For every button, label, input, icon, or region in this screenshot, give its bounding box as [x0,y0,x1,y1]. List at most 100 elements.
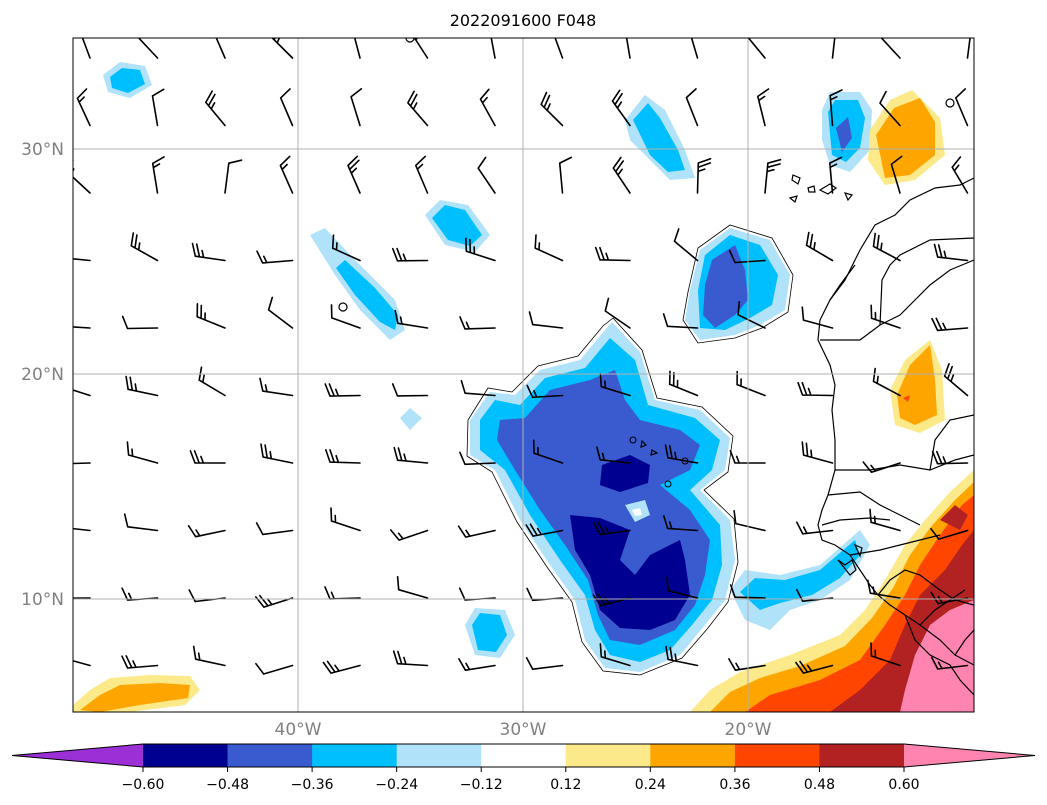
colorbar-segment [227,744,313,767]
wind-barb [690,38,699,59]
wind-barb [764,158,782,194]
wind-barb [797,381,834,397]
wind-barb [540,91,564,127]
contour-small-circle [629,436,637,444]
wind-barb [869,508,901,532]
contour-small-circle [405,38,415,43]
negative-anomaly-diagonal [310,228,405,340]
wind-barb [867,579,901,599]
wind-barb [558,156,573,194]
wind-barb [260,443,294,464]
wind-barb [534,234,564,262]
wind-barb [459,316,496,330]
wind-barb [256,250,294,264]
wind-barb [279,88,294,127]
wind-barb [187,525,226,538]
wind-barb [255,522,294,536]
wind-barb [757,88,770,127]
colorbar-segment [819,744,905,767]
wind-barb [76,88,91,127]
wind-barb [331,234,361,262]
wind-barb [465,237,496,262]
wind-barb [255,662,294,675]
positive-anomaly-southwest [73,675,200,712]
wind-barb [733,510,766,532]
wind-barb [525,657,564,670]
wind-barb [930,656,969,670]
wind-barb [872,367,901,397]
negative-anomaly-east [730,530,870,630]
wind-barb [625,38,631,59]
lat-label-30n: 30°N [21,140,64,160]
wind-barb [729,584,766,599]
wind-barb [255,594,294,608]
wind-barb [870,642,901,667]
colorbar-segment [481,744,567,767]
negative-anomaly-blob-25n [685,228,790,340]
lon-label-40w: 40°W [275,720,322,740]
wind-barb [596,446,631,464]
wind-barb [490,38,496,59]
colorbar-label: −0.36 [291,777,334,793]
wind-barb [604,297,631,329]
contour-small-circle [945,98,955,108]
positive-anomaly-west-africa [890,340,945,433]
lon-label-20w: 20°W [725,720,772,740]
wind-barb [662,313,699,329]
wind-barb [532,439,564,464]
negative-anomaly-blob-sw [465,608,515,658]
wind-barb [271,38,294,59]
wind-barb [350,88,363,127]
negative-anomaly-dot [400,408,422,430]
colorbar-segment [143,744,229,767]
colorbar: −0.60 −0.48 −0.36 −0.24 −0.12 0.12 0.24 … [11,743,1036,793]
wind-barb [955,88,969,127]
wind-barb [554,38,564,59]
wind-barb [728,658,766,671]
wind-barb [192,645,226,667]
wind-barb [73,659,91,667]
negative-anomaly-blob-30n-east [822,92,872,172]
wind-barb [73,597,91,599]
wind-barb [747,38,766,59]
contour-outline-central [466,317,739,676]
wind-barb [673,228,699,262]
wind-barb [137,38,159,59]
wind-barb [528,311,564,329]
contour-small-circle [664,480,672,488]
wind-barb [951,156,969,194]
gridlines [73,38,974,712]
colorbar-label: −0.60 [122,777,165,793]
wind-barb [931,450,969,465]
wind-barb [729,450,766,464]
colorbar-label: 0.12 [550,777,581,793]
wind-barb [390,529,429,541]
wind-barb [189,450,226,464]
coastlines [640,174,974,696]
wind-barb [933,243,969,262]
wind-barb [121,655,159,669]
wind-barb [126,441,159,464]
wind-barb [224,159,243,194]
wind-barb [73,389,91,397]
colorbar-segment [734,744,820,767]
colorbar-extend-max [904,744,1035,767]
wind-barb [796,521,834,535]
wind-barb [872,232,901,262]
wind-barb [801,441,834,464]
wind-barb [593,521,631,536]
wind-barb [279,155,294,194]
wind-barb [347,155,361,194]
wind-barb [460,380,496,397]
wind-barb [393,446,429,464]
wind-barb [394,309,429,329]
wind-barb [125,375,159,397]
negative-anomaly-blob-27n [425,200,490,252]
wind-barb [392,650,429,667]
wind-barb [196,303,226,329]
colorbar-extend-min [12,744,143,767]
wind-barb [890,155,903,194]
wind-barb [151,88,165,127]
wind-barb [805,231,834,262]
